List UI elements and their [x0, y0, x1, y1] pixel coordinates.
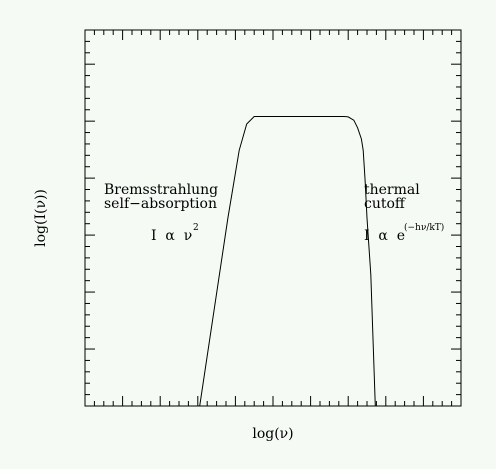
left-annotation-line1: Bremsstrahlung: [104, 182, 218, 198]
left-annotation-formula: I α ν: [151, 228, 192, 244]
plot-frame: [84, 29, 462, 407]
left-annotation-line2: self−absorption: [104, 196, 217, 212]
y-axis-label: log(I(ν)): [33, 189, 49, 247]
right-annotation-formula: I α e: [364, 228, 405, 244]
axis-ticks: [85, 30, 461, 406]
right-annotation-line2: cutoff: [364, 196, 406, 212]
right-annotation-line1: thermal: [364, 182, 420, 198]
spectrum-curve: [199, 116, 376, 407]
right-annotation-formula-sup: (−hν/kT): [404, 222, 444, 233]
x-axis-label: log(ν): [252, 426, 293, 442]
left-annotation-formula-sup: 2: [193, 223, 199, 233]
